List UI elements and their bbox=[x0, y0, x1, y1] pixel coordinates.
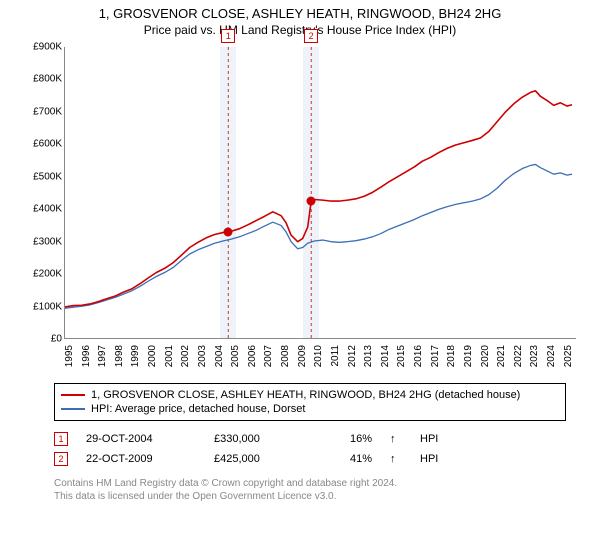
plot-region: 12 bbox=[64, 47, 576, 339]
x-tick-label: 2015 bbox=[396, 345, 407, 375]
y-tick-label: £400K bbox=[18, 204, 62, 215]
x-tick-label: 2014 bbox=[380, 345, 391, 375]
legend-box: 1, GROSVENOR CLOSE, ASHLEY HEATH, RINGWO… bbox=[54, 383, 566, 421]
x-tick-label: 2019 bbox=[463, 345, 474, 375]
y-tick-label: £200K bbox=[18, 269, 62, 280]
footer-line1: Contains HM Land Registry data © Crown c… bbox=[54, 477, 566, 490]
title-address: 1, GROSVENOR CLOSE, ASHLEY HEATH, RINGWO… bbox=[10, 6, 590, 21]
y-tick-label: £700K bbox=[18, 106, 62, 117]
sale-hpi-label: HPI bbox=[420, 433, 460, 445]
x-tick-label: 1998 bbox=[114, 345, 125, 375]
sale-row: 2 22-OCT-2009 £425,000 41% ↑ HPI bbox=[54, 449, 566, 469]
sale-marker-box: 2 bbox=[304, 29, 318, 43]
sale-row-marker: 1 bbox=[54, 432, 68, 446]
sale-dot bbox=[224, 227, 233, 236]
sale-dot bbox=[307, 197, 316, 206]
legend-swatch-blue bbox=[61, 408, 85, 410]
y-tick-label: £0 bbox=[18, 334, 62, 345]
chart-area: 12 £0 £100K £200K £300K £400K £500K £600K £700K… bbox=[20, 43, 580, 373]
line-svg bbox=[65, 47, 577, 339]
x-tick-label: 2001 bbox=[164, 345, 175, 375]
legend-swatch-red bbox=[61, 394, 85, 396]
x-tick-label: 2017 bbox=[430, 345, 441, 375]
legend-label-blue: HPI: Average price, detached house, Dors… bbox=[91, 403, 305, 415]
x-tick-label: 2020 bbox=[480, 345, 491, 375]
sale-price: £425,000 bbox=[214, 453, 304, 465]
x-tick-label: 2010 bbox=[313, 345, 324, 375]
y-tick-label: £800K bbox=[18, 74, 62, 85]
x-tick-label: 1995 bbox=[64, 345, 75, 375]
sale-pct: 41% bbox=[322, 453, 372, 465]
legend-row-red: 1, GROSVENOR CLOSE, ASHLEY HEATH, RINGWO… bbox=[61, 388, 559, 402]
x-tick-label: 2003 bbox=[197, 345, 208, 375]
x-tick-label: 2008 bbox=[280, 345, 291, 375]
sale-hpi-label: HPI bbox=[420, 453, 460, 465]
x-tick-label: 2004 bbox=[214, 345, 225, 375]
sales-table: 1 29-OCT-2004 £330,000 16% ↑ HPI 2 22-OCT-2009 £… bbox=[54, 429, 566, 469]
x-tick-label: 2005 bbox=[230, 345, 241, 375]
x-tick-label: 2024 bbox=[546, 345, 557, 375]
x-tick-label: 2000 bbox=[147, 345, 158, 375]
title-subtitle: Price paid vs. HM Land Registry's House … bbox=[10, 23, 590, 37]
x-tick-label: 2021 bbox=[496, 345, 507, 375]
sale-date: 22-OCT-2009 bbox=[86, 453, 196, 465]
y-tick-label: £300K bbox=[18, 236, 62, 247]
x-tick-label: 2013 bbox=[363, 345, 374, 375]
x-tick-label: 2022 bbox=[513, 345, 524, 375]
sale-date: 29-OCT-2004 bbox=[86, 433, 196, 445]
x-tick-label: 2006 bbox=[247, 345, 258, 375]
chart-titles: 1, GROSVENOR CLOSE, ASHLEY HEATH, RINGWO… bbox=[10, 6, 590, 37]
x-tick-label: 2009 bbox=[297, 345, 308, 375]
y-tick-label: £500K bbox=[18, 171, 62, 182]
x-tick-label: 2018 bbox=[446, 345, 457, 375]
footer-attribution: Contains HM Land Registry data © Crown c… bbox=[54, 477, 566, 503]
sale-marker-box: 1 bbox=[221, 29, 235, 43]
x-tick-label: 1997 bbox=[97, 345, 108, 375]
sale-row: 1 29-OCT-2004 £330,000 16% ↑ HPI bbox=[54, 429, 566, 449]
arrow-up-icon: ↑ bbox=[390, 453, 402, 465]
x-tick-label: 2023 bbox=[529, 345, 540, 375]
x-tick-label: 2025 bbox=[563, 345, 574, 375]
x-tick-label: 1999 bbox=[130, 345, 141, 375]
sale-price: £330,000 bbox=[214, 433, 304, 445]
x-tick-label: 2011 bbox=[330, 345, 341, 375]
x-tick-label: 2016 bbox=[413, 345, 424, 375]
x-tick-label: 2002 bbox=[180, 345, 191, 375]
legend-row-blue: HPI: Average price, detached house, Dors… bbox=[61, 402, 559, 416]
footer-line2: This data is licensed under the Open Gov… bbox=[54, 490, 566, 503]
y-tick-label: £100K bbox=[18, 301, 62, 312]
sale-row-marker: 2 bbox=[54, 452, 68, 466]
y-tick-label: £900K bbox=[18, 42, 62, 53]
y-tick-label: £600K bbox=[18, 139, 62, 150]
x-tick-label: 2007 bbox=[263, 345, 274, 375]
arrow-up-icon: ↑ bbox=[390, 433, 402, 445]
legend-label-red: 1, GROSVENOR CLOSE, ASHLEY HEATH, RINGWO… bbox=[91, 389, 520, 401]
sale-pct: 16% bbox=[322, 433, 372, 445]
x-tick-label: 1996 bbox=[81, 345, 92, 375]
x-tick-label: 2012 bbox=[347, 345, 358, 375]
